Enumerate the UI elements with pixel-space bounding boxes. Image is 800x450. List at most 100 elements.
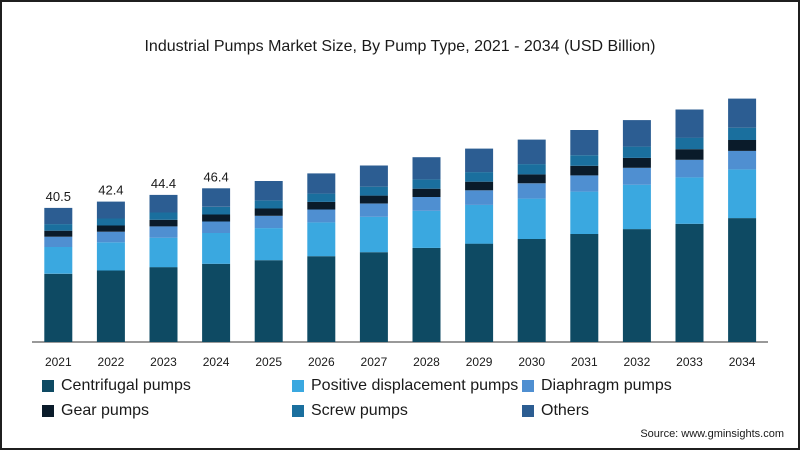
legend-label: Screw pumps bbox=[311, 402, 408, 419]
legend-item: Gear pumps bbox=[42, 401, 149, 421]
legend-item: Screw pumps bbox=[292, 401, 408, 421]
bar-segment bbox=[254, 228, 283, 261]
bar-segment bbox=[44, 224, 73, 231]
legend-label: Positive displacement pumps bbox=[311, 377, 519, 394]
bar-segment bbox=[412, 188, 441, 197]
bar-segment bbox=[202, 188, 231, 207]
bar-segment bbox=[517, 174, 546, 184]
bar-segment bbox=[412, 179, 441, 189]
x-tick-label: 2027 bbox=[361, 355, 388, 369]
legend-item: Others bbox=[522, 401, 589, 421]
chart-legend: Centrifugal pumps Positive displacement p… bbox=[42, 376, 782, 422]
bar-segment bbox=[359, 203, 388, 217]
x-tick-label: 2026 bbox=[308, 355, 335, 369]
bar-segment bbox=[570, 191, 599, 234]
legend-label: Centrifugal pumps bbox=[61, 377, 191, 394]
bar-segment bbox=[465, 148, 494, 173]
bar-segment bbox=[307, 201, 336, 210]
legend-label: Diaphragm pumps bbox=[541, 377, 672, 394]
bar-segment bbox=[359, 195, 388, 204]
legend-label: Others bbox=[541, 402, 590, 419]
bar-segment bbox=[675, 159, 704, 178]
bar-total-label: 40.5 bbox=[46, 189, 71, 204]
legend-item: Positive displacement pumps bbox=[292, 376, 518, 396]
bar-segment bbox=[307, 173, 336, 194]
x-tick-label: 2023 bbox=[150, 355, 177, 369]
bar-total-label: 44.4 bbox=[151, 176, 176, 191]
bar-segment bbox=[570, 175, 599, 192]
bar-segment bbox=[307, 209, 336, 223]
bar-segment bbox=[254, 200, 283, 209]
bar-segment bbox=[96, 231, 125, 243]
bar-segment bbox=[44, 246, 73, 274]
bar-segment bbox=[465, 181, 494, 191]
bar-segment bbox=[96, 201, 125, 219]
x-tick-label: 2024 bbox=[203, 355, 230, 369]
bar-segment bbox=[96, 225, 125, 232]
bar-segment bbox=[728, 140, 757, 151]
bar-segment bbox=[412, 196, 441, 211]
bar-segment bbox=[517, 239, 546, 342]
bar-segment bbox=[412, 157, 441, 180]
bar-segment bbox=[622, 146, 651, 158]
legend-swatch bbox=[42, 405, 54, 417]
bar-segment bbox=[149, 267, 178, 342]
bar-segment bbox=[517, 164, 546, 175]
bar-segment bbox=[307, 193, 336, 202]
bar-segment bbox=[570, 234, 599, 342]
bar-segment bbox=[622, 184, 651, 230]
bar-segment bbox=[675, 149, 704, 160]
bar-segment bbox=[728, 218, 757, 342]
bar-segment bbox=[202, 221, 231, 233]
bar-segment bbox=[517, 139, 546, 165]
bar-segment bbox=[149, 194, 178, 213]
x-tick-label: 2021 bbox=[45, 355, 72, 369]
bar-segment bbox=[202, 233, 231, 264]
source-note: Source: www.gminsights.com bbox=[640, 428, 784, 440]
bar-segment bbox=[622, 229, 651, 342]
bar-segment bbox=[622, 167, 651, 185]
bar-segment bbox=[44, 273, 73, 342]
bar-segment bbox=[728, 98, 757, 128]
legend-label: Gear pumps bbox=[61, 402, 150, 419]
bar-segment bbox=[359, 252, 388, 342]
bar-total-label: 46.4 bbox=[203, 169, 228, 184]
bar-segment bbox=[307, 256, 336, 342]
x-tick-label: 2029 bbox=[466, 355, 493, 369]
x-tick-label: 2033 bbox=[676, 355, 703, 369]
bar-segment bbox=[359, 186, 388, 196]
bar-segment bbox=[465, 190, 494, 205]
bar-segment bbox=[412, 247, 441, 342]
bar-segment bbox=[359, 216, 388, 253]
bar-segment bbox=[465, 204, 494, 244]
bar-segment bbox=[570, 155, 599, 166]
bar-segment bbox=[96, 218, 125, 226]
bar-segment bbox=[44, 230, 73, 237]
bar-segment bbox=[202, 214, 231, 222]
x-tick-label: 2025 bbox=[255, 355, 282, 369]
legend-swatch bbox=[292, 380, 304, 392]
legend-swatch bbox=[42, 380, 54, 392]
x-tick-label: 2022 bbox=[98, 355, 125, 369]
bar-segment bbox=[254, 260, 283, 342]
bar-segment bbox=[254, 181, 283, 201]
bar-segment bbox=[44, 236, 73, 247]
x-tick-label: 2032 bbox=[624, 355, 651, 369]
bar-segment bbox=[149, 212, 178, 220]
bar-segment bbox=[149, 237, 178, 268]
bar-segment bbox=[254, 208, 283, 216]
legend-item: Diaphragm pumps bbox=[522, 376, 672, 396]
bar-segment bbox=[728, 169, 757, 219]
bar-segment bbox=[96, 270, 125, 342]
bar-segment bbox=[675, 223, 704, 342]
bar-segment bbox=[202, 206, 231, 215]
bar-segment bbox=[675, 109, 704, 138]
x-tick-label: 2028 bbox=[413, 355, 440, 369]
bar-segment bbox=[412, 210, 441, 248]
bar-segment bbox=[570, 165, 599, 176]
bar-segment bbox=[622, 157, 651, 168]
bar-segment bbox=[96, 242, 125, 271]
legend-swatch bbox=[522, 380, 534, 392]
